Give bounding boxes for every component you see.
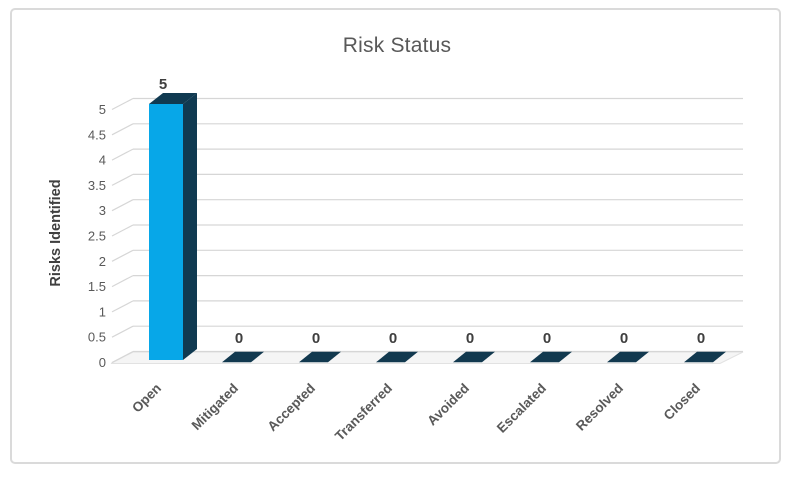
gridline-depth-tick (111, 325, 134, 338)
data-label: 0 (543, 330, 551, 347)
zero-marker-resolved (607, 351, 649, 363)
gridline-depth-tick (111, 249, 134, 262)
bar-open (149, 104, 183, 360)
y-tick-label: 0.5 (88, 330, 106, 345)
bar-side-face (183, 93, 197, 360)
x-category-label: Transferred (332, 381, 395, 444)
chart-frame (10, 8, 781, 464)
y-tick-label: 0 (99, 355, 106, 370)
bar-top-face (149, 93, 197, 104)
x-category-label: Escalated (494, 381, 549, 436)
data-label: 5 (159, 76, 167, 93)
y-tick-label: 3.5 (88, 178, 106, 193)
gridline-depth-tick (111, 350, 134, 364)
x-category-label: Mitigated (189, 381, 242, 434)
gridline-depth-tick (111, 123, 134, 136)
gridline-depth-tick (111, 148, 134, 161)
y-tick-label: 5 (99, 102, 106, 117)
gridline-depth-tick (111, 275, 134, 288)
chart-title: Risk Status (342, 34, 452, 57)
x-category-label: Accepted (265, 381, 319, 435)
y-tick-label: 4.5 (88, 127, 106, 142)
data-label: 0 (697, 330, 705, 347)
gridline-depth-tick (111, 173, 134, 186)
x-category-label: Avoided (424, 381, 472, 429)
zero-marker-escalated (530, 351, 572, 363)
data-label: 0 (312, 330, 320, 347)
zero-marker-transferred (376, 351, 418, 363)
x-category-label: Resolved (573, 381, 626, 434)
y-tick-label: 3 (99, 203, 106, 218)
data-label: 0 (620, 330, 628, 347)
x-category-label: Closed (661, 381, 703, 423)
zero-marker-avoided (453, 351, 495, 363)
zero-marker-mitigated (222, 351, 264, 363)
chart-floor (110, 351, 744, 364)
y-tick-label: 4 (99, 153, 106, 168)
zero-marker-accepted (299, 351, 341, 363)
y-tick-label: 2 (99, 254, 106, 269)
data-label: 0 (389, 330, 397, 347)
data-label: 0 (235, 330, 243, 347)
y-tick-label: 2.5 (88, 229, 106, 244)
zero-marker-closed (684, 351, 726, 363)
gridline-depth-tick (111, 199, 134, 212)
x-category-label: Open (129, 381, 164, 416)
y-tick-label: 1 (99, 304, 106, 319)
y-tick-label: 1.5 (88, 279, 106, 294)
gridline-depth-tick (111, 97, 134, 111)
data-label: 0 (466, 330, 474, 347)
gridline-depth-tick (111, 224, 134, 237)
gridline-depth-tick (111, 300, 134, 313)
